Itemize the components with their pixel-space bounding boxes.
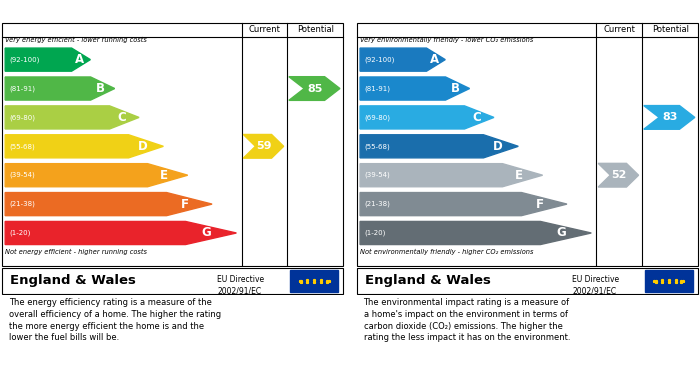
Text: (69-80): (69-80) [364, 114, 390, 121]
Text: A: A [430, 53, 439, 66]
Text: 52: 52 [612, 170, 627, 180]
Polygon shape [360, 106, 494, 129]
Text: Potential: Potential [652, 25, 689, 34]
Polygon shape [360, 221, 592, 244]
Text: Potential: Potential [297, 25, 334, 34]
Text: Environmental Impact (CO₂) Rating: Environmental Impact (CO₂) Rating [363, 4, 596, 18]
Text: England & Wales: England & Wales [365, 274, 491, 287]
Polygon shape [360, 164, 542, 187]
Polygon shape [598, 163, 638, 187]
Polygon shape [360, 48, 445, 71]
Text: (81-91): (81-91) [364, 85, 390, 92]
Text: (69-80): (69-80) [9, 114, 35, 121]
Text: (21-38): (21-38) [9, 201, 35, 207]
Text: (92-100): (92-100) [364, 56, 395, 63]
Text: Not energy efficient - higher running costs: Not energy efficient - higher running co… [5, 249, 147, 255]
Text: Very energy efficient - lower running costs: Very energy efficient - lower running co… [5, 37, 147, 43]
Text: E: E [515, 169, 523, 182]
Text: 85: 85 [307, 84, 323, 93]
Text: F: F [181, 197, 189, 211]
Text: C: C [118, 111, 126, 124]
Bar [645, 271, 693, 292]
Polygon shape [5, 221, 237, 244]
Polygon shape [360, 135, 518, 158]
Text: (1-20): (1-20) [364, 230, 386, 236]
Polygon shape [5, 106, 139, 129]
Polygon shape [5, 192, 212, 216]
Polygon shape [5, 77, 115, 100]
Text: EU Directive
2002/91/EC: EU Directive 2002/91/EC [573, 276, 620, 296]
Text: B: B [96, 82, 105, 95]
Polygon shape [5, 135, 163, 158]
Text: EU Directive
2002/91/EC: EU Directive 2002/91/EC [218, 276, 265, 296]
Text: Current: Current [248, 25, 280, 34]
Text: (92-100): (92-100) [9, 56, 40, 63]
Polygon shape [244, 135, 284, 158]
Text: G: G [556, 226, 566, 240]
Polygon shape [360, 192, 567, 216]
Text: (21-38): (21-38) [364, 201, 390, 207]
Text: 83: 83 [662, 113, 678, 122]
Text: B: B [451, 82, 460, 95]
Text: G: G [202, 226, 211, 240]
Polygon shape [5, 48, 90, 71]
Polygon shape [360, 77, 470, 100]
Text: (55-68): (55-68) [9, 143, 35, 150]
Text: Current: Current [603, 25, 635, 34]
Text: England & Wales: England & Wales [10, 274, 136, 287]
Text: The environmental impact rating is a measure of
a home's impact on the environme: The environmental impact rating is a mea… [363, 298, 570, 343]
Text: A: A [75, 53, 84, 66]
Polygon shape [5, 164, 188, 187]
Polygon shape [644, 106, 695, 129]
Text: (1-20): (1-20) [9, 230, 31, 236]
Text: (39-54): (39-54) [364, 172, 390, 178]
Polygon shape [289, 77, 340, 100]
Text: F: F [536, 197, 544, 211]
Text: (55-68): (55-68) [364, 143, 390, 150]
Text: 59: 59 [257, 141, 272, 151]
Text: Not environmentally friendly - higher CO₂ emissions: Not environmentally friendly - higher CO… [360, 249, 533, 255]
Text: D: D [138, 140, 148, 153]
Text: (81-91): (81-91) [9, 85, 35, 92]
Text: C: C [473, 111, 481, 124]
Text: Energy Efficiency Rating: Energy Efficiency Rating [8, 4, 171, 18]
Text: The energy efficiency rating is a measure of the
overall efficiency of a home. T: The energy efficiency rating is a measur… [8, 298, 220, 343]
Text: D: D [493, 140, 503, 153]
Text: (39-54): (39-54) [9, 172, 35, 178]
Text: Very environmentally friendly - lower CO₂ emissions: Very environmentally friendly - lower CO… [360, 37, 533, 43]
Text: E: E [160, 169, 168, 182]
Bar [290, 271, 338, 292]
